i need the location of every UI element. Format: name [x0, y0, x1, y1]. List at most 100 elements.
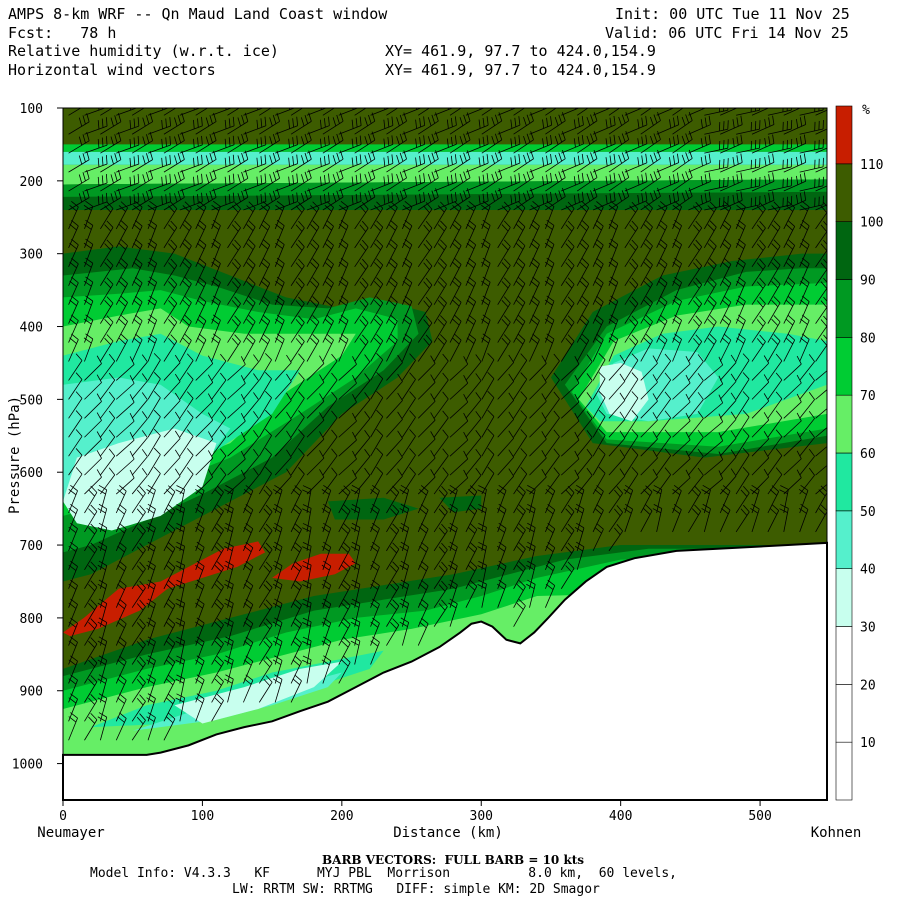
- wind-barb-feather: [523, 192, 527, 202]
- wind-barb-staff: [100, 108, 114, 116]
- wind-barb-feather: [119, 598, 127, 606]
- wind-barb-feather: [117, 508, 125, 515]
- wind-barb-feather: [478, 504, 487, 509]
- wind-barb-feather: [808, 448, 815, 457]
- colorbar-label: 70: [860, 389, 876, 404]
- wind-barb-feather: [478, 138, 481, 148]
- wind-barb-feather: [175, 602, 184, 608]
- wind-barb-feather: [98, 617, 107, 623]
- wind-barb-staff: [513, 360, 528, 381]
- wind-barb-feather: [454, 173, 457, 183]
- wind-barb-feather: [672, 507, 681, 514]
- wind-barb-feather: [272, 678, 282, 684]
- wind-barb-feather: [246, 224, 254, 231]
- wind-barb-feather: [312, 258, 320, 266]
- wind-barb-feather: [641, 155, 644, 165]
- colorbar-label: 110: [860, 158, 883, 173]
- wind-barb-feather: [343, 523, 351, 531]
- colorbar-swatch: [835, 221, 853, 280]
- wind-barb-feather: [530, 261, 538, 269]
- wind-barb-feather: [764, 138, 767, 148]
- wind-barb-feather: [693, 224, 700, 232]
- wind-barb-feather: [709, 296, 717, 304]
- wind-barb-staff: [211, 360, 227, 381]
- wind-barb-feather: [403, 131, 407, 141]
- wind-barb-feather: [503, 334, 511, 342]
- wind-barb-feather: [701, 489, 710, 495]
- wind-barb-feather: [350, 640, 360, 646]
- wind-barb-feather: [677, 115, 680, 125]
- wind-barb-feather: [518, 542, 526, 550]
- wind-barb-feather: [427, 173, 432, 183]
- wind-barb-feather: [515, 99, 516, 108]
- wind-barb-feather: [175, 508, 184, 514]
- wind-barb-feather: [419, 507, 427, 515]
- wind-barb-feather: [594, 93, 597, 101]
- wind-barb-feather: [759, 334, 766, 342]
- wind-barb-staff: [386, 400, 403, 419]
- wind-barb-staff: [433, 436, 449, 457]
- wind-barb-feather: [579, 318, 587, 326]
- wind-barb-feather: [323, 560, 331, 567]
- wind-barb-feather: [482, 174, 485, 184]
- wind-barb-feather: [610, 276, 619, 283]
- wind-barb-feather: [516, 242, 524, 250]
- wind-barb-feather: [574, 489, 583, 495]
- wind-barb-staff: [783, 363, 802, 381]
- wind-barb-feather: [594, 526, 602, 534]
- wind-barb-feather: [170, 315, 178, 323]
- wind-barb-feather: [787, 201, 795, 208]
- wind-barb-feather: [96, 431, 102, 440]
- wind-barb-feather: [449, 503, 458, 510]
- wind-barb-feather: [260, 137, 263, 147]
- wind-barb-feather: [319, 355, 325, 364]
- wind-barb-feather: [481, 223, 489, 230]
- wind-barb-feather: [105, 117, 108, 127]
- wind-barb-feather: [674, 333, 682, 340]
- wind-barb-feather: [264, 173, 267, 183]
- wind-barb-feather: [508, 449, 515, 458]
- wind-barb-staff: [433, 108, 454, 116]
- wind-barb-feather: [294, 655, 302, 663]
- wind-barb-feather: [195, 489, 203, 495]
- wind-barb-feather: [442, 391, 449, 400]
- wind-barb-feather: [220, 353, 227, 362]
- wind-barb-feather: [545, 489, 554, 496]
- wind-barb-feather: [629, 300, 636, 308]
- wind-barb-feather: [83, 261, 92, 268]
- wind-barb-feather: [302, 523, 312, 528]
- wind-barb-feather: [269, 136, 273, 146]
- wind-barb-feather: [623, 489, 632, 495]
- wind-barb-feather: [576, 503, 585, 510]
- wind-barb-staff: [370, 435, 384, 457]
- wind-barb-feather: [141, 468, 148, 476]
- wind-barb-feather: [478, 485, 487, 490]
- wind-barb-feather: [359, 262, 367, 270]
- wind-barb-feather: [622, 96, 625, 104]
- wind-barb-feather: [573, 195, 576, 205]
- wind-barb-feather: [736, 174, 739, 184]
- wind-barb-feather: [577, 136, 580, 146]
- wind-barb-feather: [763, 468, 770, 478]
- wind-barb-feather: [101, 156, 104, 166]
- wind-barb-feather: [337, 96, 340, 105]
- wind-barb-feather: [653, 114, 658, 124]
- wind-barb-feather: [83, 223, 92, 230]
- wind-barb-feather: [415, 157, 418, 167]
- wind-barb-feather: [608, 261, 617, 268]
- wind-barb-feather: [518, 314, 526, 322]
- wind-barb-feather: [68, 621, 77, 628]
- wind-barb-staff: [115, 420, 135, 438]
- wind-barb-feather: [820, 485, 827, 493]
- wind-barb-feather: [295, 262, 303, 270]
- wind-barb-feather: [234, 277, 241, 285]
- wind-barb-feather: [231, 224, 239, 232]
- wind-barb-feather: [295, 243, 303, 251]
- wind-barb-feather: [240, 412, 246, 422]
- wind-barb-feather: [264, 135, 267, 145]
- wind-barb-feather: [700, 194, 703, 204]
- wind-barb-feather: [248, 315, 256, 322]
- wind-barb-feather: [355, 155, 358, 166]
- wind-barb-staff: [497, 381, 514, 400]
- wind-barb-staff: [640, 419, 658, 438]
